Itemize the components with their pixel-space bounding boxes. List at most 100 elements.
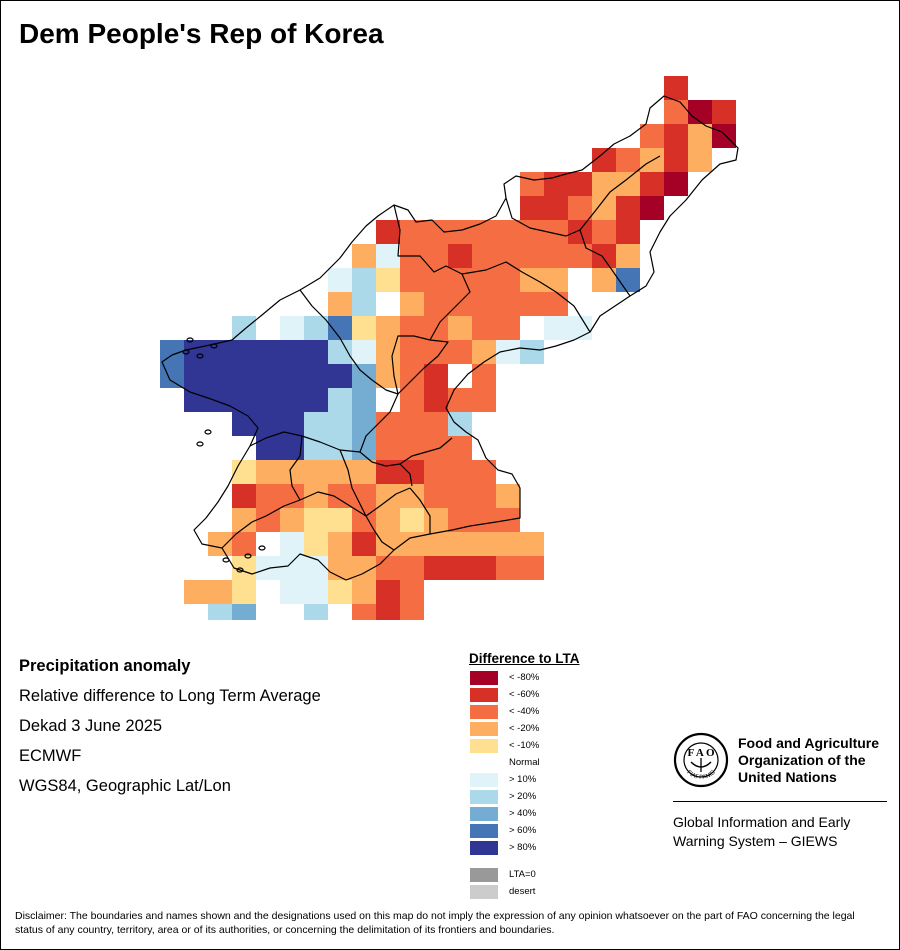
anomaly-cell [232, 412, 256, 436]
svg-text:FIAT PANIS: FIAT PANIS [685, 770, 716, 781]
anomaly-cell [256, 484, 280, 508]
anomaly-cell [304, 292, 328, 316]
anomaly-cell [232, 484, 256, 508]
anomaly-cell [352, 244, 376, 268]
anomaly-cell [712, 100, 736, 124]
anomaly-cell [472, 508, 496, 532]
anomaly-cell [424, 532, 448, 556]
anomaly-cell [376, 412, 400, 436]
anomaly-cell [424, 268, 448, 292]
anomaly-cell [496, 292, 520, 316]
anomaly-cell [256, 316, 280, 340]
anomaly-cell [568, 244, 592, 268]
legend-swatch [470, 841, 498, 855]
anomaly-cell [304, 412, 328, 436]
legend-label: > 20% [509, 791, 537, 802]
island [244, 553, 252, 559]
island [196, 441, 204, 447]
anomaly-cell [280, 508, 304, 532]
anomaly-cell [400, 460, 424, 484]
anomaly-cell [256, 460, 280, 484]
legend-swatch [470, 824, 498, 838]
legend-swatch [470, 885, 498, 899]
legend-label: > 60% [509, 825, 537, 836]
fao-divider [673, 801, 887, 802]
anomaly-cell [448, 460, 472, 484]
anomaly-cell [352, 580, 376, 604]
anomaly-cell [256, 580, 280, 604]
anomaly-cell [400, 388, 424, 412]
anomaly-cell [232, 460, 256, 484]
anomaly-cell [256, 532, 280, 556]
anomaly-cell [256, 340, 280, 364]
anomaly-cell [304, 604, 328, 620]
anomaly-cell [184, 340, 208, 364]
legend-label: > 40% [509, 808, 537, 819]
anomaly-cell [616, 220, 640, 244]
anomaly-cell [208, 340, 232, 364]
legend-swatch [470, 868, 498, 882]
anomaly-cell [280, 316, 304, 340]
anomaly-cell [544, 172, 568, 196]
legend-label: < -40% [509, 706, 540, 717]
anomaly-cell [472, 244, 496, 268]
anomaly-cell [280, 484, 304, 508]
anomaly-cell [304, 316, 328, 340]
island [182, 349, 190, 355]
anomaly-cell [496, 316, 520, 340]
anomaly-cell [544, 244, 568, 268]
anomaly-cell [448, 220, 472, 244]
anomaly-cell [520, 268, 544, 292]
anomaly-cell [376, 268, 400, 292]
disclaimer: Disclaimer: The boundaries and names sho… [15, 910, 855, 936]
legend-label: desert [509, 886, 536, 897]
anomaly-cell [448, 388, 472, 412]
legend-swatch [470, 773, 498, 787]
anomaly-cell [424, 388, 448, 412]
anomaly-cell [640, 196, 664, 220]
anomaly-cell [280, 340, 304, 364]
anomaly-cell [448, 556, 472, 580]
info-description: Relative difference to Long Term Average [19, 687, 321, 705]
anomaly-cell [328, 268, 352, 292]
anomaly-cell [664, 124, 688, 148]
legend-label: LTA=0 [509, 869, 536, 880]
anomaly-cell [376, 508, 400, 532]
anomaly-cell [520, 292, 544, 316]
anomaly-cell [472, 556, 496, 580]
legend-swatch [470, 756, 498, 770]
legend-swatch [470, 807, 498, 821]
anomaly-cell [376, 220, 400, 244]
anomaly-cell [520, 316, 544, 340]
legend-swatch [470, 705, 498, 719]
anomaly-cell [208, 388, 232, 412]
anomaly-cell [376, 556, 400, 580]
anomaly-cell [280, 556, 304, 580]
legend-label: < -80% [509, 672, 540, 683]
anomaly-cell [688, 124, 712, 148]
boundary-line [579, 155, 661, 231]
anomaly-cell [400, 508, 424, 532]
anomaly-cell [664, 100, 688, 124]
anomaly-cell [544, 316, 568, 340]
anomaly-cell [304, 364, 328, 388]
anomaly-cell [616, 196, 640, 220]
boundary-line [359, 393, 453, 467]
anomaly-cell [208, 556, 232, 580]
anomaly-cell [448, 532, 472, 556]
anomaly-cell [400, 412, 424, 436]
anomaly-cell [256, 364, 280, 388]
anomaly-cell [400, 220, 424, 244]
anomaly-cell [256, 508, 280, 532]
anomaly-cell [328, 556, 352, 580]
anomaly-cell [184, 388, 208, 412]
anomaly-cell [616, 148, 640, 172]
anomaly-cell [568, 196, 592, 220]
anomaly-cell [520, 340, 544, 364]
anomaly-cell [640, 172, 664, 196]
anomaly-cell [256, 388, 280, 412]
fao-org-name: Food and Agriculture Organization of the… [738, 735, 880, 785]
anomaly-cell [448, 412, 472, 436]
anomaly-cell [304, 388, 328, 412]
anomaly-cell [424, 412, 448, 436]
